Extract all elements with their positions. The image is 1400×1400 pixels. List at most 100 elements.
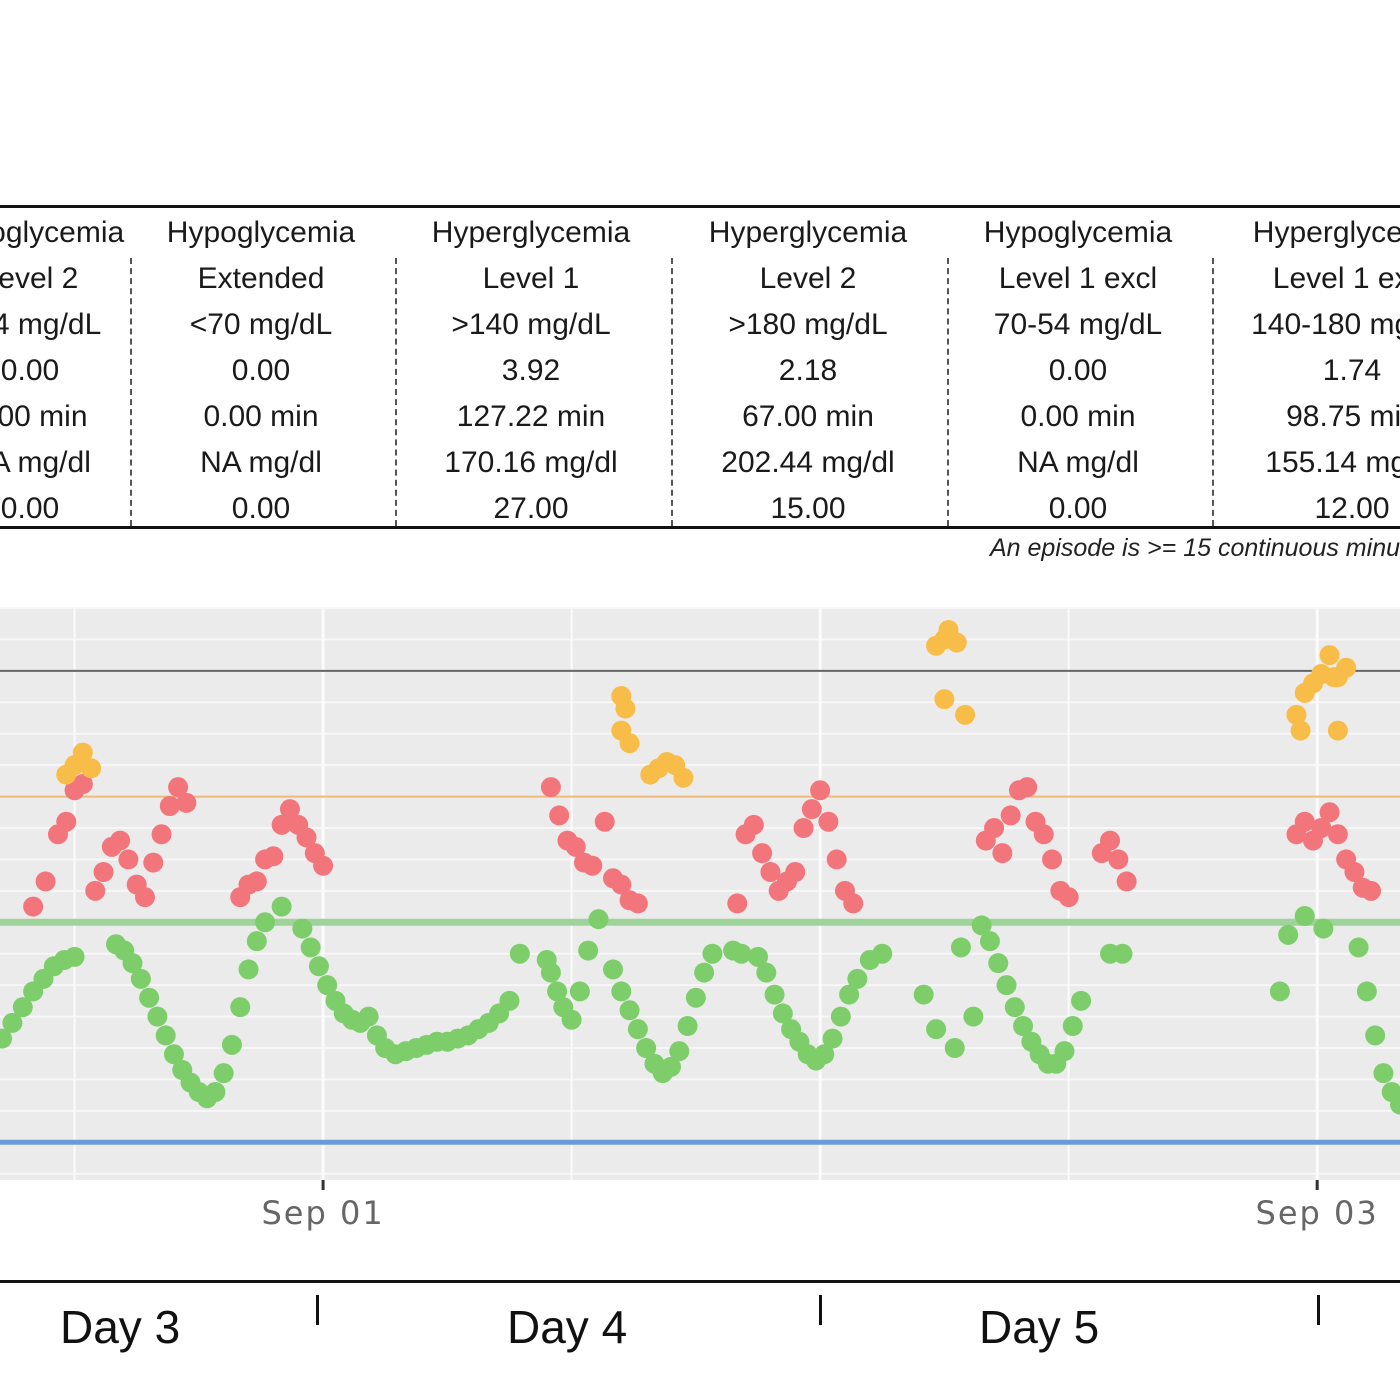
data-point (1373, 1063, 1394, 1084)
data-point (168, 777, 189, 798)
data-point (64, 946, 85, 967)
data-point (988, 953, 1009, 974)
table-cell: 3.92 (501, 354, 561, 387)
data-point (578, 940, 599, 961)
data-point (308, 956, 329, 977)
data-point (702, 943, 723, 964)
data-point (963, 1006, 984, 1027)
table-cell: <54 mg/dL (0, 308, 102, 341)
data-point (1286, 704, 1307, 725)
data-point (756, 962, 777, 983)
data-point (847, 968, 868, 989)
data-point (615, 698, 636, 719)
table-cell: 0.00 min (203, 400, 319, 433)
data-point (118, 849, 139, 870)
data-point (619, 733, 640, 754)
data-point (619, 1000, 640, 1021)
table-column: Hyperglycemia Level 2 >180 mg/dL 2.18 67.00 … (678, 208, 938, 526)
data-point (685, 987, 706, 1008)
data-point (499, 990, 520, 1011)
data-point (230, 997, 251, 1018)
data-point (221, 1034, 242, 1055)
table-cell: 0.00 (1048, 354, 1108, 387)
table-cell: Level 1 (482, 262, 580, 295)
column-separator (947, 258, 949, 526)
data-point (764, 984, 785, 1005)
data-point (569, 981, 590, 1002)
data-point (1071, 990, 1092, 1011)
data-point (934, 689, 955, 710)
data-point (1294, 811, 1315, 832)
table-cell: NA mg/dl (0, 446, 91, 479)
table-cell: 27.00 (493, 492, 569, 525)
table-cell: 0.00 (231, 492, 291, 525)
table-column: Hypoglycemia Level 1 excl 70-54 mg/dL 0.00 0… (948, 208, 1208, 526)
data-point (2, 1012, 23, 1033)
table-header-cell: Hypoglycemia (983, 216, 1173, 249)
data-point (669, 1041, 690, 1062)
data-point (292, 918, 313, 939)
table-header-cell: Hyperglycemia (431, 216, 631, 249)
x-tick-label: Sep 03 (1256, 1194, 1379, 1232)
data-point (839, 984, 860, 1005)
data-point (760, 862, 781, 882)
data-point (1116, 871, 1137, 892)
data-point (93, 862, 114, 882)
data-point (1348, 937, 1369, 958)
data-point (1344, 862, 1365, 882)
data-point (110, 830, 131, 851)
data-point (913, 984, 934, 1005)
data-point (139, 987, 160, 1008)
data-point (582, 855, 603, 876)
data-point (246, 871, 267, 892)
table-cell: 0.00 (0, 354, 60, 387)
data-point (627, 1019, 648, 1040)
data-point (830, 1006, 851, 1027)
data-point (627, 893, 648, 914)
data-point (35, 871, 56, 892)
data-point (971, 915, 992, 936)
data-point (677, 1016, 698, 1036)
data-point (594, 811, 615, 832)
table-cell: 127.22 min (456, 400, 606, 433)
table-cell: NA mg/dl (200, 446, 322, 479)
data-point (950, 937, 971, 958)
day-label: Day 3 (60, 1301, 181, 1353)
table-column: Hypoglycemia Extended <70 mg/dL 0.00 0.00 mi… (131, 208, 391, 526)
table-cell: >140 mg/dL (451, 308, 611, 341)
data-point (926, 1019, 947, 1040)
data-point (151, 824, 172, 845)
data-point (300, 937, 321, 958)
data-point (1290, 720, 1311, 741)
data-point (1311, 818, 1332, 838)
data-point (1323, 667, 1344, 688)
data-point (12, 997, 33, 1018)
day-boundary-tick (819, 1295, 822, 1325)
data-point (56, 811, 77, 832)
table-cell: 70-54 mg/dL (993, 308, 1163, 341)
data-point (611, 981, 632, 1002)
column-separator (671, 258, 673, 526)
data-point (1269, 981, 1290, 1002)
episode-footnote: An episode is >= 15 continuous minutes (990, 534, 1400, 562)
table-header-cell: Hyperglycemia (708, 216, 908, 249)
data-point (81, 758, 102, 779)
data-point (159, 796, 180, 816)
data-point (843, 893, 864, 914)
data-point (955, 704, 976, 725)
day-label: Day 4 (507, 1301, 628, 1353)
day-label: Day 5 (979, 1301, 1100, 1353)
table-header-cell: Hyperglycemia (1252, 216, 1400, 249)
data-point (1294, 906, 1315, 926)
data-point (72, 774, 93, 794)
data-point (1319, 645, 1340, 666)
data-point (1004, 997, 1025, 1018)
data-point (263, 846, 284, 867)
data-point (979, 931, 1000, 952)
table-cell: 0.00 min (0, 400, 88, 433)
data-point (1278, 924, 1299, 945)
table-cell: 12.00 (1314, 492, 1390, 525)
table-cell: 15.00 (770, 492, 846, 525)
table-cell: <70 mg/dL (189, 308, 333, 341)
table-cell: 170.16 mg/dl (444, 446, 618, 479)
